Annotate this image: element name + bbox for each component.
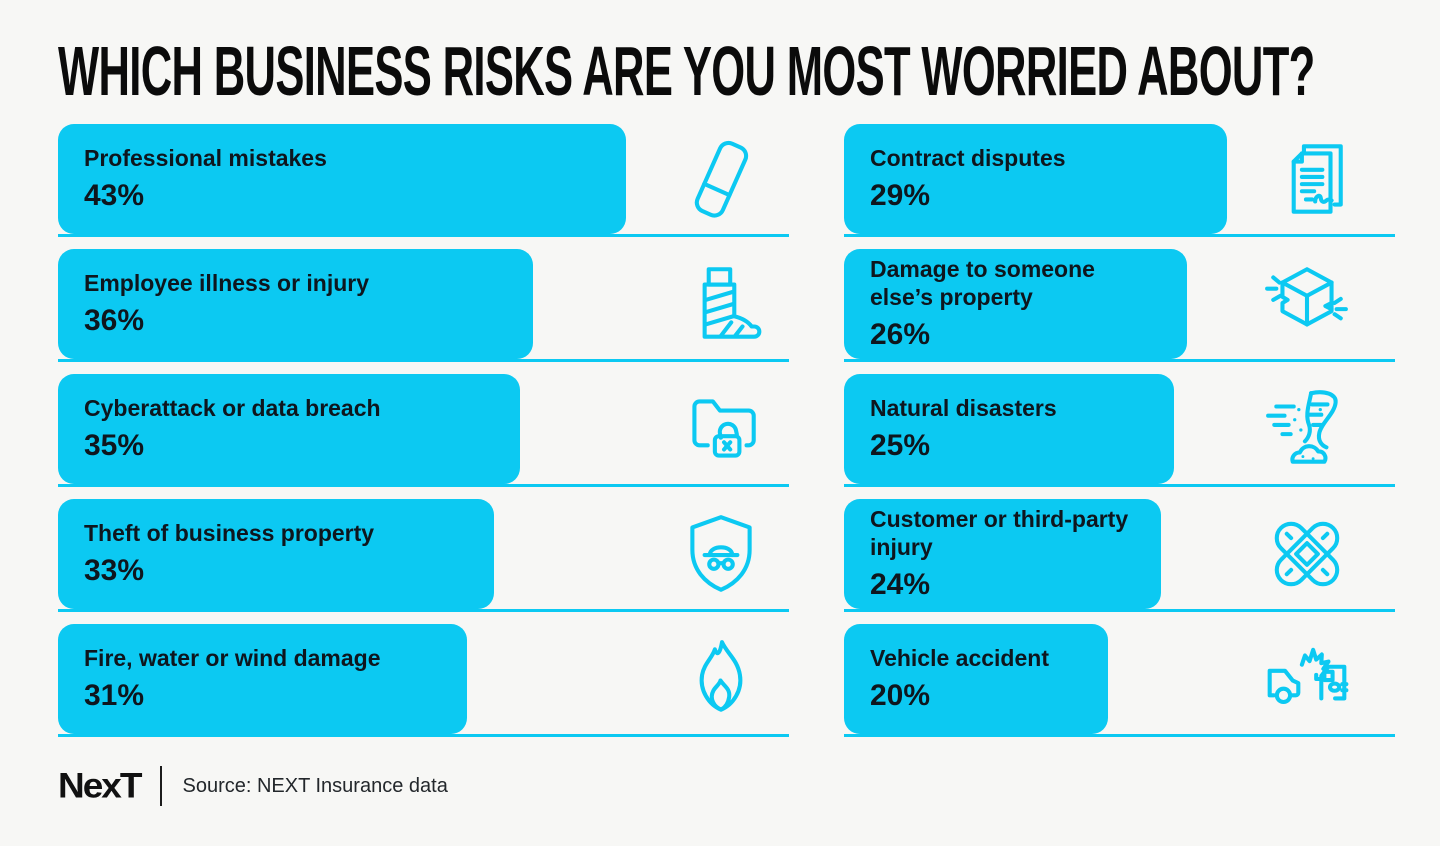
bandage-icon <box>1274 521 1340 587</box>
row-icon <box>1261 383 1353 475</box>
bar: Theft of business property 33% <box>58 499 494 609</box>
bar-value: 20% <box>870 679 931 713</box>
bar-value: 29% <box>870 179 931 213</box>
bar-label: Contract disputes <box>870 144 1066 171</box>
vehicle-collision-icon <box>1267 647 1349 705</box>
bar-label: Natural disasters <box>870 394 1057 421</box>
bar-label: Vehicle accident <box>870 644 1049 671</box>
bar-label: Cyberattack or data breach <box>84 394 381 421</box>
bar: Natural disasters 25% <box>844 374 1174 484</box>
bar-row: Damage to someone else’s property 26% <box>844 249 1395 362</box>
bar: Employee illness or injury 36% <box>58 249 533 359</box>
bar: Fire, water or wind damage 31% <box>58 624 467 734</box>
bar-row: Fire, water or wind damage 31% <box>58 624 789 737</box>
bar-value: 43% <box>84 179 145 213</box>
bar-value: 35% <box>84 429 145 463</box>
next-logo: NexT <box>58 765 142 806</box>
row-icon <box>1261 633 1353 725</box>
bar: Vehicle accident 20% <box>844 624 1108 734</box>
bar-row: Cyberattack or data breach 35% <box>58 374 789 487</box>
bar-label: Damage to someone else’s property <box>870 256 1095 310</box>
page-title: WHICH BUSINESS RISKS ARE YOU MOST WORRIE… <box>58 31 1315 110</box>
chart-columns: Professional mistakes 43% Employee illne… <box>58 124 1395 749</box>
bar: Cyberattack or data breach 35% <box>58 374 520 484</box>
row-icon <box>675 633 767 725</box>
bar-value: 36% <box>84 304 145 338</box>
row-icon <box>675 133 767 225</box>
bar-label: Theft of business property <box>84 519 375 546</box>
row-icon <box>1261 258 1353 350</box>
bar-row: Employee illness or injury 36% <box>58 249 789 362</box>
bar: Contract disputes 29% <box>844 124 1227 234</box>
bar-row: Contract disputes 29% <box>844 124 1395 237</box>
tornado-icon <box>1266 390 1338 464</box>
bar-row: Professional mistakes 43% <box>58 124 789 237</box>
bar-row: Theft of business property 33% <box>58 499 789 612</box>
infographic-page: WHICH BUSINESS RISKS ARE YOU MOST WORRIE… <box>0 36 1440 846</box>
row-icon <box>1261 133 1353 225</box>
bar-row: Vehicle accident 20% <box>844 624 1395 737</box>
bar-label: Fire, water or wind damage <box>84 644 381 671</box>
bar-value: 25% <box>870 429 931 463</box>
flame-icon <box>699 640 743 712</box>
row-icon <box>675 508 767 600</box>
bar-row: Customer or third-party injury 24% <box>844 499 1395 612</box>
contract-icon <box>1291 144 1343 214</box>
source-text: Source: NEXT Insurance data <box>182 774 448 797</box>
footer: NexT Source: NEXT Insurance data <box>58 765 1382 807</box>
bar-value: 31% <box>84 679 145 713</box>
bar: Damage to someone else’s property 26% <box>844 249 1187 359</box>
damaged-box-icon <box>1265 267 1348 327</box>
bar-label: Employee illness or injury <box>84 269 370 296</box>
column-right: Contract disputes 29% Damage to someone … <box>844 124 1395 749</box>
eraser-icon <box>694 140 749 218</box>
row-icon <box>1261 508 1353 600</box>
bar-value: 33% <box>84 554 145 588</box>
bar: Professional mistakes 43% <box>58 124 626 234</box>
thief-shield-icon <box>690 515 752 592</box>
bar: Customer or third-party injury 24% <box>844 499 1161 609</box>
bar-row: Natural disasters 25% <box>844 374 1395 487</box>
leg-cast-icon <box>702 267 762 339</box>
row-icon <box>675 383 767 475</box>
bar-label: Professional mistakes <box>84 144 327 171</box>
column-left: Professional mistakes 43% Employee illne… <box>58 124 789 749</box>
bar-label: Customer or third-party injury <box>870 506 1129 560</box>
footer-divider <box>160 766 163 806</box>
row-icon <box>675 258 767 350</box>
folder-lock-icon <box>692 399 756 458</box>
bar-value: 24% <box>870 567 931 601</box>
bar-value: 26% <box>870 317 931 351</box>
